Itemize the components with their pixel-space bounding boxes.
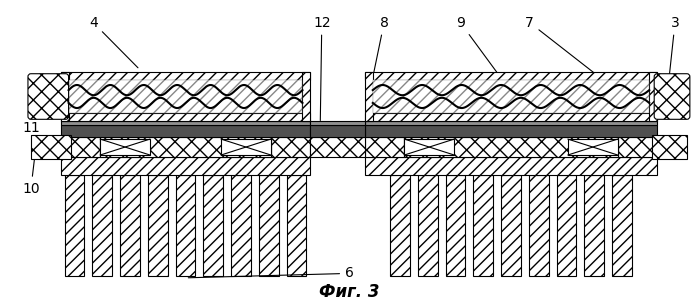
Bar [287,175,306,276]
Bar [259,175,279,276]
Bar [310,125,365,137]
FancyBboxPatch shape [28,74,69,119]
Bar [100,139,150,155]
Text: 9: 9 [456,16,510,89]
Text: 8: 8 [369,16,389,94]
Text: 12: 12 [313,16,331,120]
Bar [365,157,657,175]
Bar [61,72,310,80]
Bar [69,80,303,113]
Bar [373,80,649,113]
FancyBboxPatch shape [654,74,690,119]
Bar [310,137,365,157]
Bar [612,175,632,276]
Bar [652,135,687,159]
Bar [61,121,310,125]
Text: 3: 3 [668,16,679,94]
Bar [271,137,310,157]
Text: 4: 4 [89,16,138,68]
Bar [61,72,69,121]
Bar [61,157,310,175]
Bar [365,72,373,121]
Bar [568,139,617,155]
Bar [556,175,577,276]
Bar [405,137,617,157]
Bar [529,175,549,276]
Bar [365,113,657,121]
Bar [390,175,410,276]
Bar [617,137,657,157]
Bar [584,175,604,276]
Text: 7: 7 [525,16,596,74]
Bar [148,175,168,276]
Text: 10: 10 [22,150,40,196]
Bar [473,175,493,276]
Bar [69,80,303,113]
Bar [649,72,657,121]
Bar [64,175,85,276]
Bar [373,80,649,113]
Bar [446,175,466,276]
Bar [405,139,454,155]
Bar [303,72,310,121]
Bar [92,175,112,276]
Bar [120,175,140,276]
Bar [501,175,521,276]
Bar [310,121,365,125]
Bar [61,113,310,121]
Bar [61,137,100,157]
Bar [203,175,223,276]
Text: Фиг. 3: Фиг. 3 [319,282,380,300]
Bar [365,121,657,125]
Bar [365,137,405,157]
Bar [100,137,271,157]
Bar [231,175,251,276]
Bar [31,135,71,159]
Bar [365,125,657,137]
Bar [175,175,196,276]
Bar [61,125,310,137]
Bar [221,139,271,155]
Bar [418,175,438,276]
Text: 11: 11 [22,94,40,135]
Text: 6: 6 [188,266,354,280]
Bar [365,72,657,80]
